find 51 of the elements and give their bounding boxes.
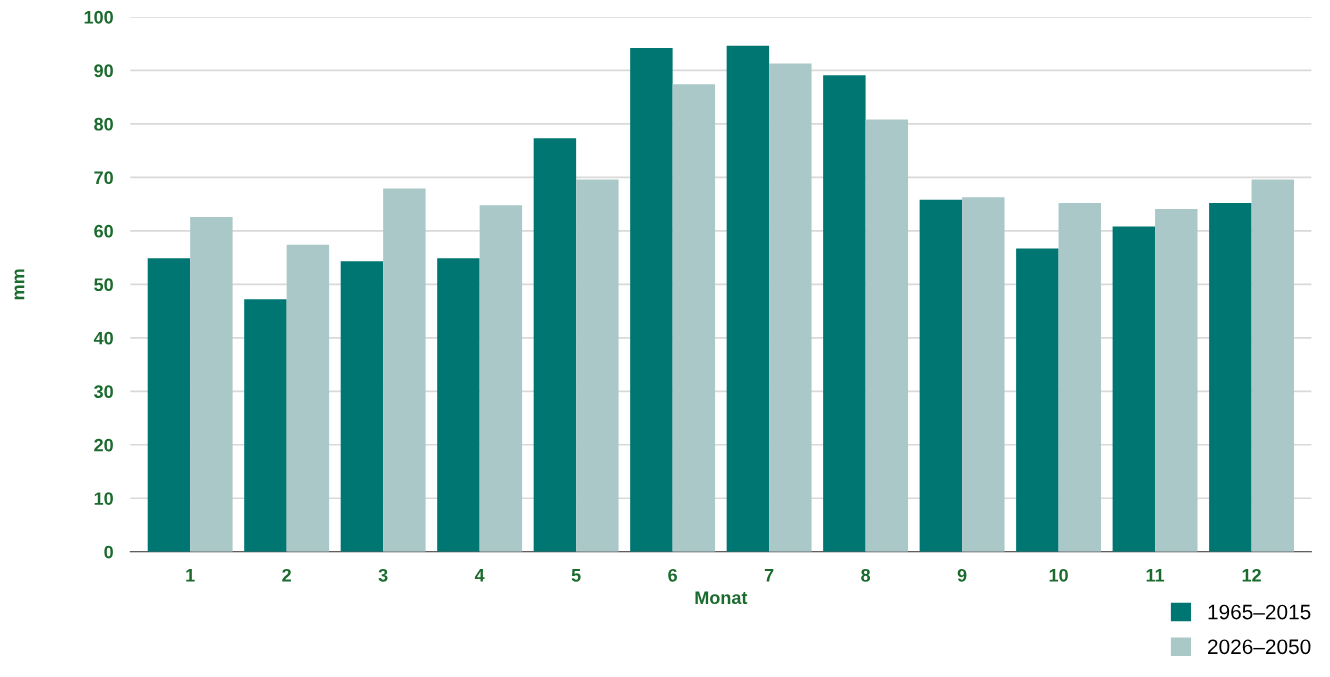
bar bbox=[769, 63, 812, 552]
x-axis-title: Monat bbox=[695, 591, 748, 605]
x-tick-label: 5 bbox=[571, 569, 581, 582]
bar bbox=[1058, 203, 1102, 552]
bar bbox=[576, 179, 619, 552]
bar bbox=[1112, 226, 1156, 552]
x-tick-label: 3 bbox=[378, 568, 388, 582]
y-tick-label: 10 bbox=[94, 492, 113, 505]
x-tick-label: 8 bbox=[861, 568, 871, 582]
x-tick-label: 10 bbox=[1049, 568, 1068, 582]
x-tick-label: 4 bbox=[474, 569, 485, 582]
y-tick-label: 40 bbox=[93, 331, 113, 345]
bar bbox=[919, 199, 963, 552]
y-tick-label: 0 bbox=[104, 545, 113, 559]
bar bbox=[533, 138, 577, 552]
bar bbox=[340, 261, 384, 552]
bar bbox=[1016, 248, 1059, 552]
bar bbox=[190, 216, 233, 552]
bar bbox=[672, 84, 716, 552]
bar bbox=[1209, 203, 1252, 552]
bar bbox=[437, 258, 480, 552]
x-tick-label: 12 bbox=[1242, 568, 1261, 582]
y-tick-label: 80 bbox=[94, 117, 113, 131]
y-tick-label: 60 bbox=[94, 224, 113, 238]
y-tick-label: 90 bbox=[94, 64, 113, 78]
x-tick-label: 2 bbox=[282, 568, 291, 582]
bar bbox=[244, 299, 287, 552]
x-tick-label: 1 bbox=[186, 569, 195, 582]
y-tick-label: 30 bbox=[94, 385, 113, 399]
bar bbox=[147, 258, 191, 552]
x-tick-label: 11 bbox=[1146, 569, 1165, 582]
bar bbox=[286, 244, 330, 552]
y-axis-title: mm bbox=[14, 269, 25, 300]
legend-label: 2026–2050 bbox=[1208, 639, 1311, 655]
y-tick-label: 100 bbox=[84, 10, 113, 24]
y-tick-label: 50 bbox=[94, 278, 113, 292]
x-tick-label: 7 bbox=[764, 569, 774, 582]
bar bbox=[865, 119, 909, 552]
bar bbox=[1251, 179, 1295, 552]
bar bbox=[726, 45, 770, 552]
bar bbox=[630, 47, 673, 552]
bar bbox=[823, 75, 866, 552]
bar bbox=[962, 197, 1005, 552]
bar bbox=[1155, 208, 1198, 552]
x-tick-label: 6 bbox=[668, 568, 677, 582]
y-tick-label: 20 bbox=[94, 438, 113, 452]
x-tick-label: 9 bbox=[957, 568, 967, 582]
y-tick-label: 70 bbox=[94, 171, 113, 185]
bar bbox=[479, 205, 523, 552]
bar bbox=[383, 188, 426, 552]
legend-label: 1965–2015 bbox=[1208, 604, 1311, 620]
